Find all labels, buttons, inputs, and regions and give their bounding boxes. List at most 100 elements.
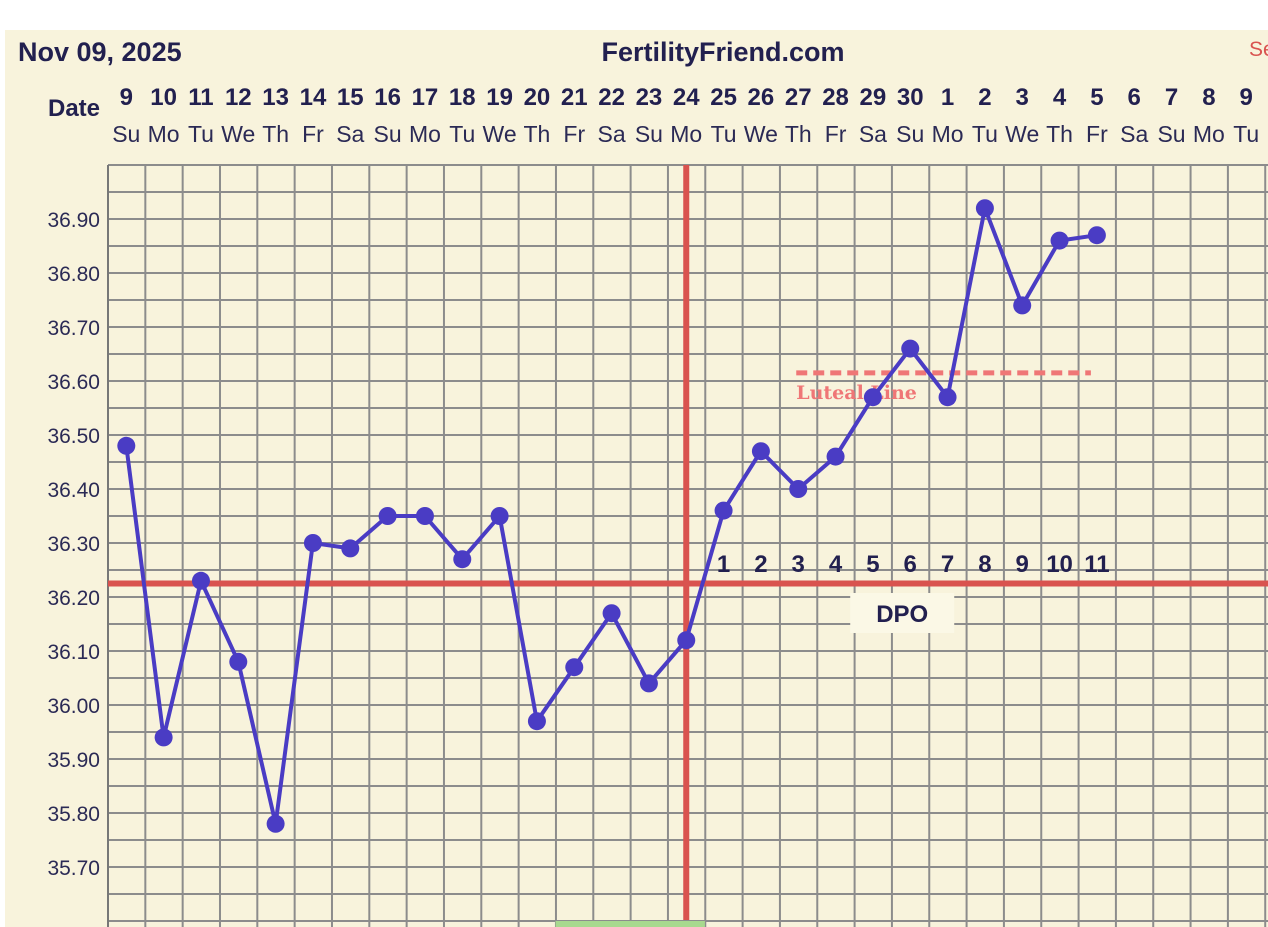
x-tick-day-name: Sa: [859, 121, 887, 147]
x-tick-day-name: Fr: [825, 121, 847, 147]
x-tick-day-name: Th: [524, 121, 551, 147]
dpo-annotations: 1 2 3 4 5 6 7 8 9 10 11 DPO: [717, 551, 1110, 633]
x-tick-day-number: 22: [598, 84, 625, 111]
fertile-band: [555, 921, 705, 927]
y-tick-label: 36.80: [47, 263, 100, 286]
x-tick-day-number: 29: [860, 84, 887, 111]
y-tick-label: 35.80: [47, 803, 100, 826]
x-tick-day-number: 30: [897, 84, 924, 111]
temperature-series: [117, 199, 1106, 833]
x-tick-day-number: 14: [300, 84, 327, 111]
temperature-point: [565, 658, 584, 677]
x-tick-day-number: 1: [941, 84, 954, 111]
site-title[interactable]: FertilityFriend.com: [601, 37, 844, 67]
temperature-point: [191, 571, 210, 590]
x-tick-day-number: 3: [1016, 84, 1029, 111]
x-tick-day-name: Sa: [336, 121, 364, 147]
x-tick-day-number: 10: [150, 84, 177, 111]
temperature-point: [1013, 296, 1032, 315]
y-tick-label: 36.10: [47, 641, 100, 664]
dpo-label: DPO: [876, 601, 928, 628]
x-tick-day-name: Sa: [598, 121, 626, 147]
temperature-point: [117, 436, 136, 455]
y-tick-label: 36.30: [47, 533, 100, 556]
temperature-point: [490, 507, 509, 525]
temperature-point: [303, 534, 322, 552]
x-tick-day-name: We: [483, 121, 517, 147]
x-tick-day-number: 8: [1202, 84, 1215, 111]
temperature-point: [751, 442, 770, 461]
x-tick-day-name: We: [221, 121, 255, 147]
x-tick-day-number: 12: [225, 84, 252, 111]
temperature-point: [975, 199, 994, 218]
temperature-point: [789, 480, 808, 498]
temperature-point: [229, 652, 248, 671]
x-tick-day-name: Fr: [302, 121, 324, 147]
dpo-number: 1: [717, 551, 730, 578]
x-tick-day-number: 16: [374, 84, 401, 111]
x-tick-day-name: Sa: [1120, 121, 1148, 147]
x-tick-day-name: Tu: [188, 121, 214, 147]
grid: [107, 164, 1268, 927]
x-tick-day-number: 11: [188, 84, 213, 111]
x-tick-day-number: 2: [978, 84, 991, 111]
x-tick-day-number: 5: [1090, 84, 1103, 111]
y-tick-label: 36.70: [47, 317, 100, 340]
temperature-point: [826, 447, 845, 466]
reference-lines: Luteal Line: [108, 165, 1268, 920]
luteal-line-label: Luteal Line: [796, 382, 917, 404]
x-tick-day-number: 9: [120, 84, 133, 111]
x-tick-day-number: 27: [785, 84, 812, 111]
x-tick-day-name: Su: [896, 121, 924, 147]
x-tick-day-number: 9: [1240, 84, 1253, 111]
x-tick-day-number: 21: [561, 84, 588, 111]
temperature-point: [901, 339, 920, 358]
temperature-point: [714, 501, 733, 520]
dpo-number: 4: [829, 551, 843, 578]
x-tick-day-name: Fr: [563, 121, 585, 147]
date-row-label: Date: [48, 95, 100, 122]
y-tick-label: 36.90: [47, 209, 100, 232]
x-tick-day-number: 24: [673, 84, 700, 111]
x-tick-day-number: 7: [1165, 84, 1178, 111]
y-tick-label: 36.40: [47, 479, 100, 502]
dpo-number: 3: [792, 551, 805, 578]
x-tick-day-number: 4: [1053, 84, 1067, 111]
x-tick-day-name: Mo: [409, 121, 441, 147]
temperature-point: [938, 388, 957, 407]
x-tick-day-name: Th: [785, 121, 812, 147]
y-tick-label: 36.60: [47, 371, 100, 394]
x-tick-day-name: Tu: [449, 121, 475, 147]
dpo-number: 10: [1046, 551, 1073, 578]
x-tick-day-name: Mo: [1193, 121, 1225, 147]
dpo-number: 2: [754, 551, 767, 578]
x-tick-day-name: Th: [1046, 121, 1073, 147]
dpo-number: 11: [1084, 551, 1109, 578]
x-tick-day-number: 15: [337, 84, 364, 111]
temperature-point: [1087, 226, 1106, 245]
temperature-point: [341, 539, 360, 558]
x-tick-day-name: Mo: [670, 121, 702, 147]
edge-link-text[interactable]: Se: [1249, 38, 1268, 61]
x-tick-day-number: 18: [449, 84, 476, 111]
x-tick-day-name: Su: [635, 121, 663, 147]
temperature-point: [527, 712, 546, 731]
x-tick-day-name: Fr: [1086, 121, 1108, 147]
temperature-point: [154, 728, 173, 747]
x-tick-day-number: 20: [524, 84, 551, 111]
chart-header: Nov 09, 2025 FertilityFriend.com Se Date: [18, 37, 1268, 122]
temperature-point: [378, 507, 397, 525]
x-axis-header: 9 10 11 12 13 14 15 16 17 18 19 20 21 22 23 24 25 26 27 28 2…: [112, 84, 1259, 147]
temperature-point: [677, 631, 696, 650]
temperature-point: [863, 388, 882, 407]
x-tick-day-name: We: [1005, 121, 1039, 147]
x-tick-day-number: 25: [710, 84, 737, 111]
temperature-point: [639, 674, 658, 693]
x-tick-day-name: Tu: [711, 121, 737, 147]
temperature-point: [602, 604, 621, 623]
x-tick-day-name: Tu: [972, 121, 998, 147]
x-tick-day-name: Tu: [1233, 121, 1259, 147]
x-tick-day-name: Su: [1157, 121, 1185, 147]
chart-background: [5, 30, 1268, 927]
